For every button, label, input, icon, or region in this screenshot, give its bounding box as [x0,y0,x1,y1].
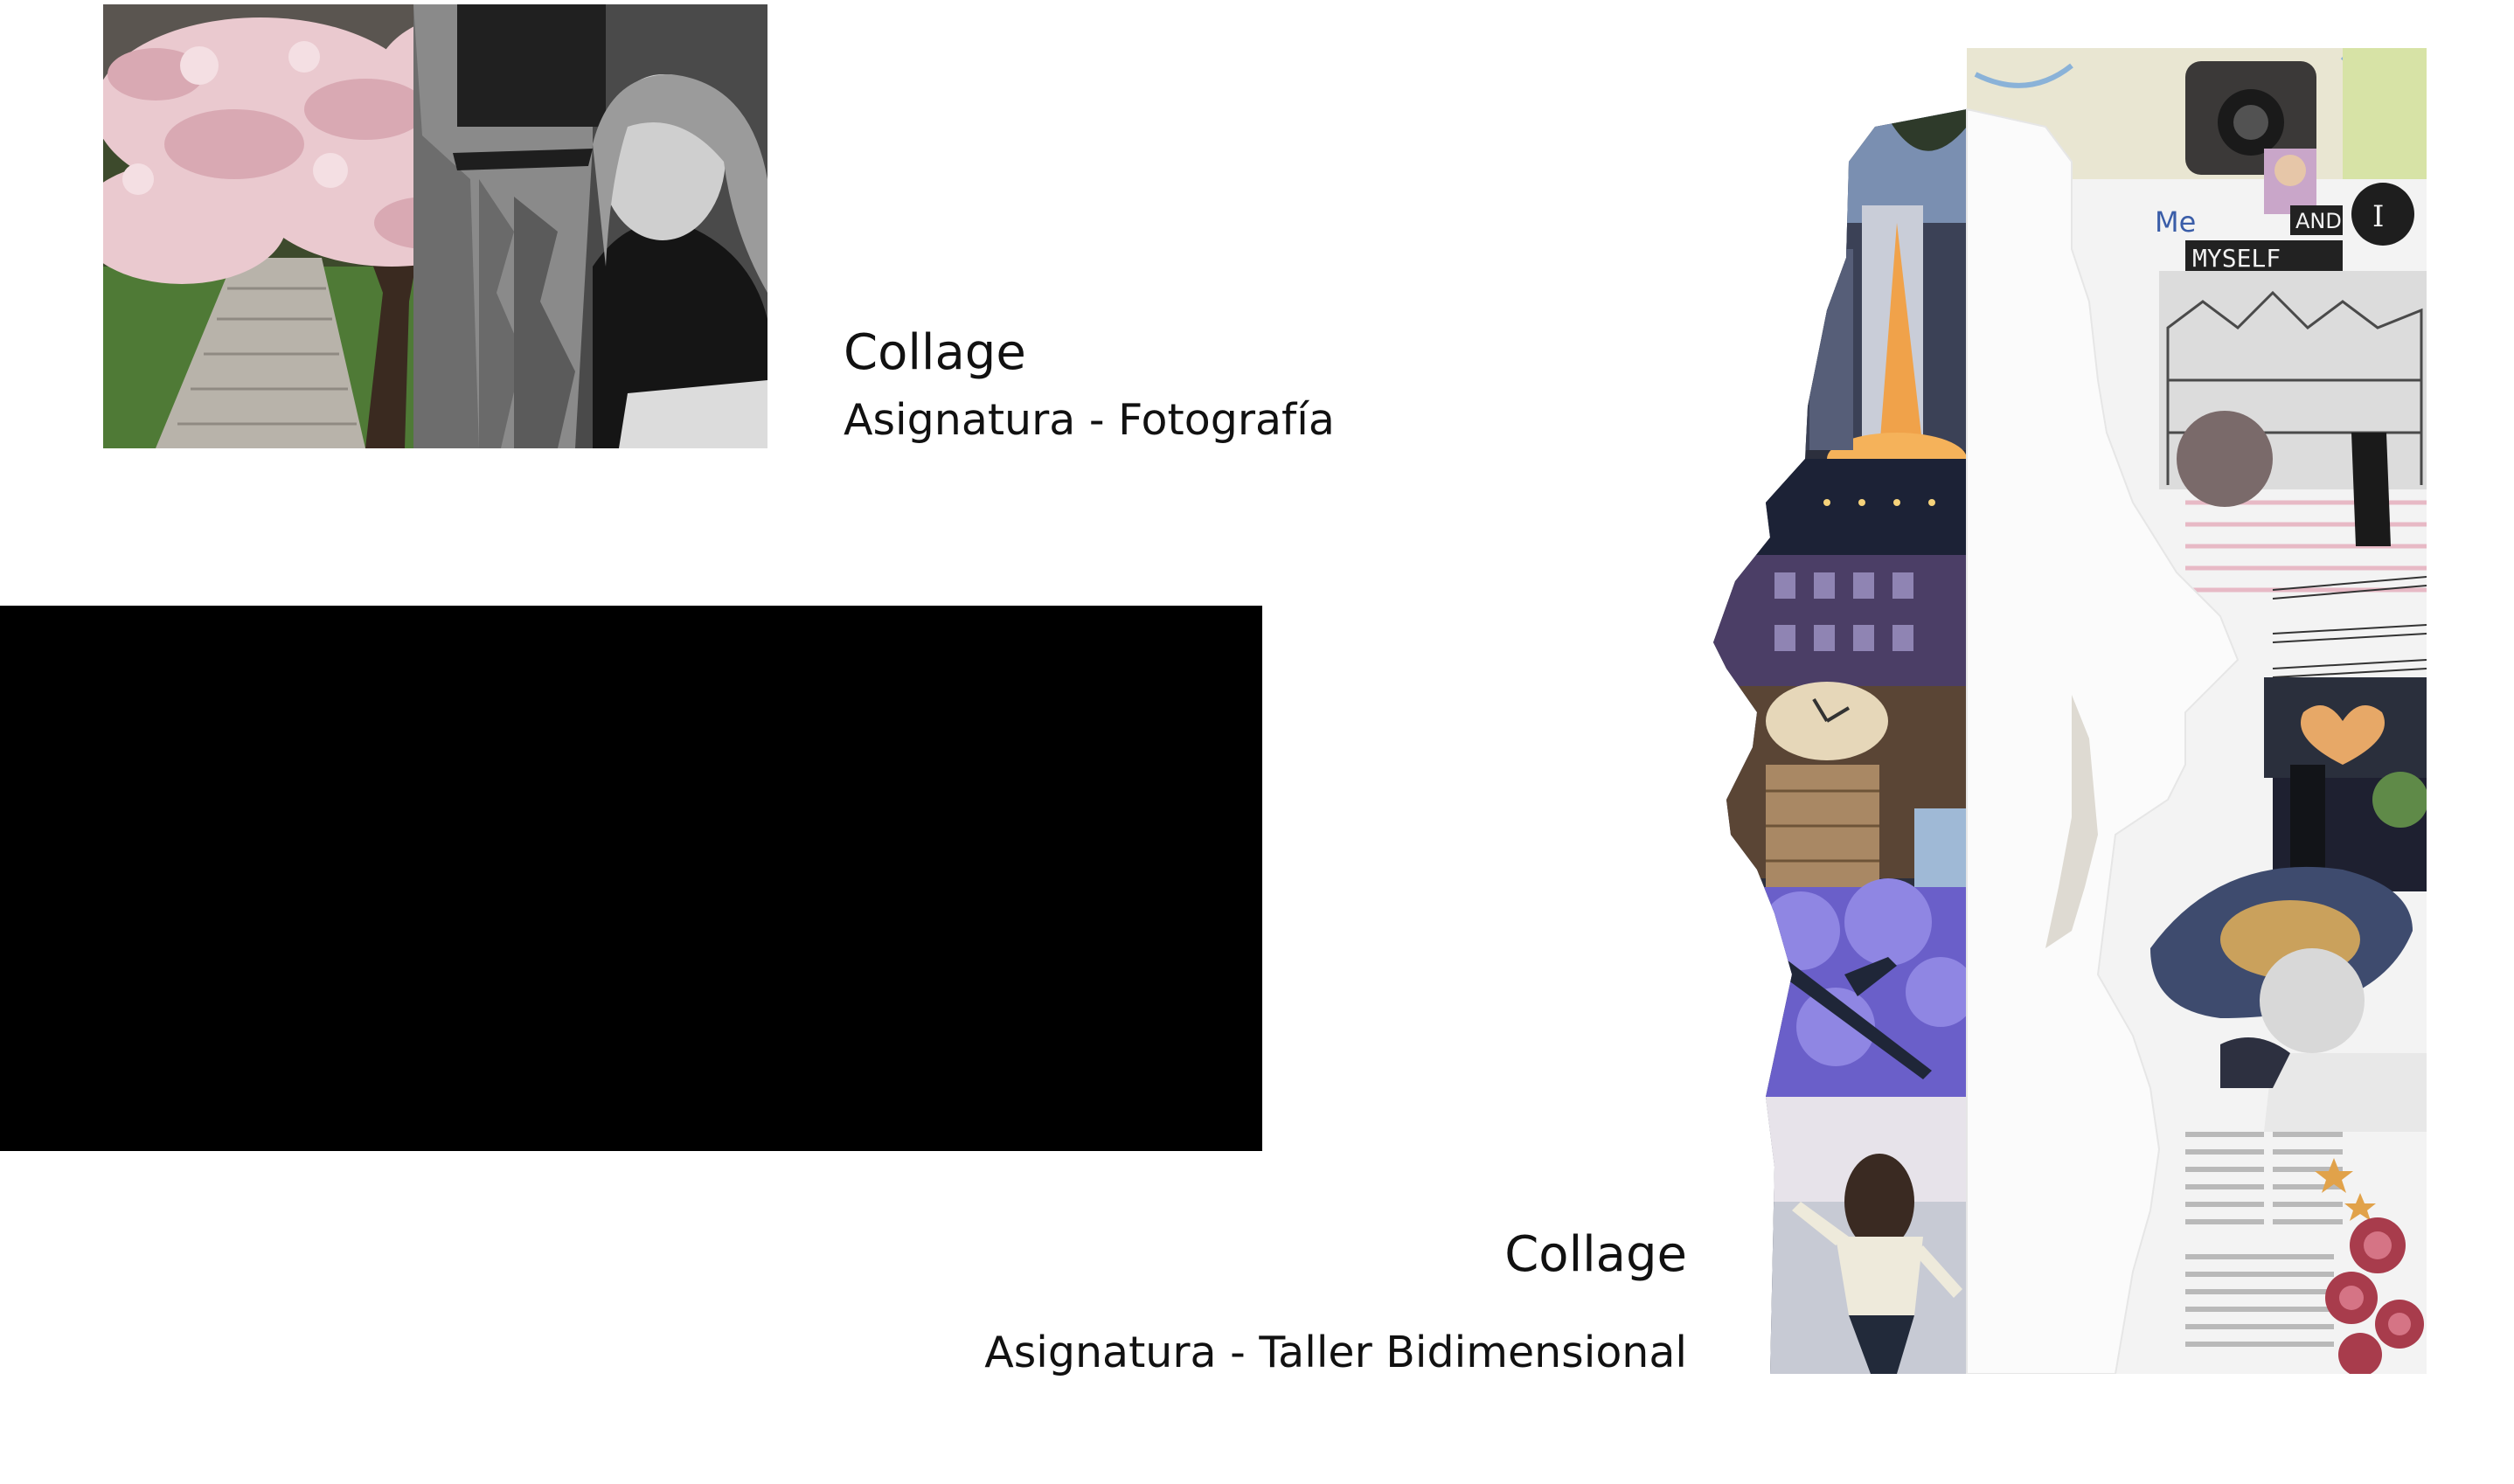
collage-photo-cherry-blossom [103,4,767,448]
collage-word-myself: MYSELF [2192,244,2281,273]
work-title: Collage [1504,1225,1687,1283]
collage-photo-graphic [103,4,767,448]
collage-profile-graphic: Me MYSELF AND I [1713,48,2427,1374]
work-subject: Asignatura - Fotografía [844,395,1335,445]
collage-profile-silhouette: Me MYSELF AND I [1661,48,2427,1374]
collage-word-and: AND [2295,209,2342,233]
collage-word-me: Me [2155,205,2196,239]
media-placeholder [0,606,1262,1151]
work-subject: Asignatura - Taller Bidimensional [984,1328,1687,1377]
collage-word-i: I [2372,199,2384,234]
work-title: Collage [844,323,1026,381]
